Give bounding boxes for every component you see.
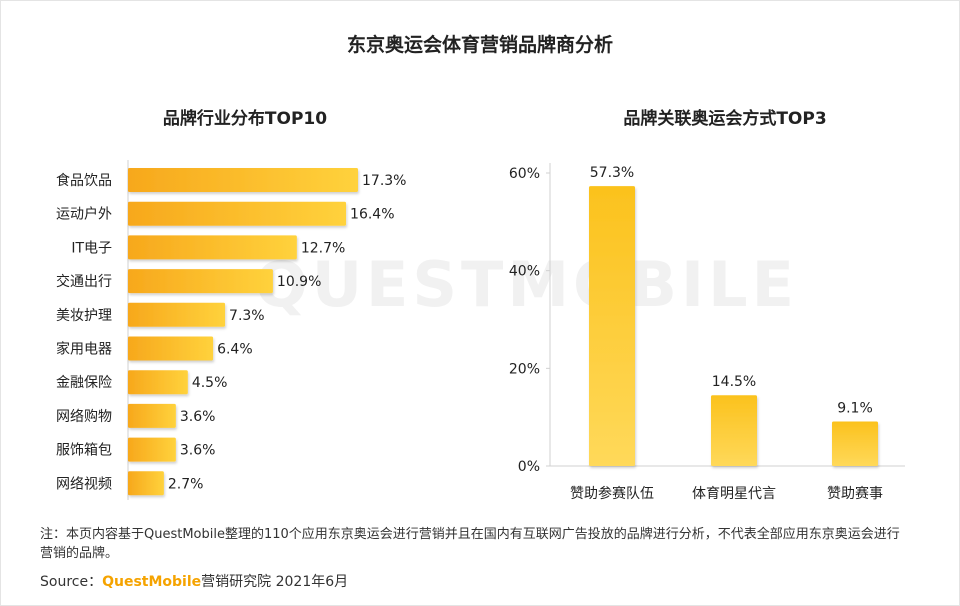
value-label: 4.5% <box>192 375 228 391</box>
value-label: 3.6% <box>180 443 216 459</box>
category-label: IT电子 <box>71 240 112 256</box>
value-label: 7.3% <box>229 308 265 324</box>
category-label: 运动户外 <box>56 206 112 223</box>
value-label: 12.7% <box>301 240 345 256</box>
bar <box>589 186 635 466</box>
source-rest: 营销研究院 2021年6月 <box>201 574 349 590</box>
category-label: 美妆护理 <box>56 308 112 324</box>
y-tick-label: 20% <box>509 361 540 377</box>
value-label: 6.4% <box>217 342 253 358</box>
footnote: 注：本页内容基于QuestMobile整理的110个应用东京奥运会进行营销并且在… <box>40 527 900 561</box>
value-label: 14.5% <box>712 374 756 390</box>
source-label: Source： <box>40 574 103 590</box>
bar <box>128 269 273 294</box>
y-tick-label: 40% <box>509 264 540 280</box>
bar <box>128 403 176 428</box>
value-label: 10.9% <box>277 274 321 290</box>
y-tick-label: 60% <box>509 166 540 182</box>
bar <box>128 302 226 327</box>
source-line: Source：QuestMobile营销研究院 2021年6月 <box>40 571 348 591</box>
value-label: 57.3% <box>590 165 634 181</box>
bar <box>128 336 214 361</box>
bar <box>128 471 164 496</box>
source-brand: QuestMobile <box>102 574 202 590</box>
category-label: 体育明星代言 <box>692 486 776 502</box>
category-label: 网络视频 <box>56 476 112 492</box>
category-label: 赞助赛事 <box>827 486 883 502</box>
category-label: 食品饮品 <box>56 172 112 189</box>
value-label: 16.4% <box>350 207 394 223</box>
left-chart-title: 品牌行业分布TOP10 <box>162 109 328 129</box>
industry-bar-chart: 食品饮品 17.3% 运动户外 16.4% IT电子 12.7% 交通出行 10.9% 美妆护理… <box>56 160 406 500</box>
category-label: 交通出行 <box>56 273 112 290</box>
right-chart-title: 品牌关联奥运会方式TOP3 <box>623 109 827 129</box>
category-label: 家用电器 <box>56 341 112 358</box>
bar <box>832 421 878 466</box>
association-bar-chart: 0% 20% 40% 60% 57.3% 赞助参赛队伍 14.5% 体育明星代言 9.1% 赞助赛… <box>509 163 905 502</box>
y-tick-label: 0% <box>518 459 540 475</box>
bar <box>128 168 358 192</box>
bar <box>128 370 188 395</box>
value-label: 2.7% <box>168 476 204 492</box>
bar <box>128 437 176 462</box>
category-label: 网络购物 <box>56 409 112 425</box>
category-label: 赞助参赛队伍 <box>570 485 654 502</box>
category-label: 服饰箱包 <box>56 443 112 459</box>
page-title: 东京奥运会体育营销品牌商分析 <box>346 34 613 56</box>
bar <box>128 235 297 260</box>
watermark: QUESTMOBILE <box>255 248 798 321</box>
value-label: 3.6% <box>180 409 216 425</box>
category-label: 金融保险 <box>56 375 112 391</box>
bar <box>128 201 347 226</box>
bar <box>711 395 757 466</box>
value-label: 9.1% <box>837 401 873 417</box>
value-label: 17.3% <box>362 173 406 189</box>
